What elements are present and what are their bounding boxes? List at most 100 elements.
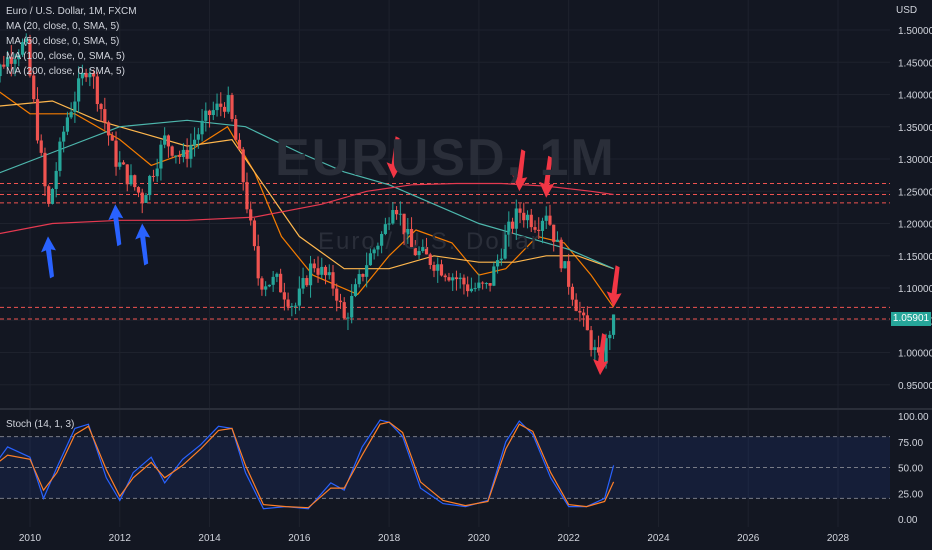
candle-body [237, 139, 242, 150]
candle-body [481, 282, 485, 284]
price-tick-label: 1.50000 [898, 26, 932, 37]
candle-body [267, 284, 272, 287]
candle-body [391, 209, 395, 224]
candle-body [372, 249, 376, 254]
candle-body [331, 272, 335, 289]
candle-body [151, 175, 156, 177]
stoch-legend[interactable]: Stoch (14, 1, 3) [6, 419, 75, 430]
candle-body [604, 338, 608, 364]
candle-body [58, 141, 62, 171]
candle-body [189, 145, 193, 159]
annotation-arrow-blue [135, 223, 151, 266]
annotation-arrow-blue [108, 204, 124, 247]
candle-body [114, 140, 118, 167]
candle-body [275, 273, 279, 277]
candle-body [264, 286, 268, 290]
candle-body [54, 170, 58, 189]
candle-body [387, 223, 391, 225]
candle-body [525, 214, 530, 221]
candle-body [567, 261, 571, 287]
candle-body [462, 277, 466, 285]
candle-body [365, 265, 369, 277]
candle-body [368, 253, 373, 266]
candle-body [552, 224, 556, 242]
candle-body [376, 245, 380, 250]
ma100-legend[interactable]: MA (100, close, 0, SMA, 5) [6, 51, 125, 62]
candle-body [417, 251, 421, 256]
ma20-legend[interactable]: MA (20, close, 0, SMA, 5) [6, 21, 120, 32]
ma50-legend[interactable]: MA (50, close, 0, SMA, 5) [6, 36, 120, 47]
candle-body [215, 103, 219, 111]
ma200-legend[interactable]: MA (200, close, 0, SMA, 5) [6, 66, 125, 77]
candle-body [312, 263, 316, 269]
candle-body [62, 131, 66, 142]
stoch-axis[interactable]: 100.00 75.00 50.00 25.00 0.00 [898, 412, 929, 526]
candle-body [323, 266, 328, 276]
watermark-subtitle: Euro / U.S. Dollar [318, 228, 541, 255]
candle-body [0, 64, 2, 77]
candle-body [608, 334, 612, 339]
candle-body [2, 64, 6, 67]
ma-line-2 [0, 119, 614, 270]
candle-body [540, 220, 545, 231]
time-tick-label: 2026 [737, 533, 760, 544]
candle-body [39, 140, 43, 153]
candle-body [50, 188, 55, 204]
candle-body [582, 312, 586, 316]
time-axis[interactable]: 2010 2012 2014 2016 2018 2020 2022 2024 2026 2028 [19, 533, 850, 544]
stoch-tick-label: 25.00 [898, 489, 923, 500]
candle-body [20, 42, 25, 55]
candle-body [353, 284, 358, 296]
candle-body [589, 330, 593, 350]
candle-body [507, 221, 511, 235]
stoch-band [0, 436, 890, 499]
candle-body [196, 134, 200, 140]
time-tick-label: 2010 [19, 533, 42, 544]
candle-body [357, 274, 361, 285]
candle-body [533, 227, 537, 230]
candle-body [148, 175, 152, 196]
candle-body [555, 239, 560, 242]
stoch-tick-label: 50.00 [898, 464, 923, 475]
candle-body [522, 212, 526, 221]
candle-body [518, 208, 522, 213]
candle-body [282, 292, 286, 300]
candle-body [510, 221, 515, 229]
candle-body [342, 302, 346, 319]
candle-body [47, 186, 51, 204]
candle-body [297, 288, 301, 306]
candle-body [301, 278, 305, 289]
candle-body [477, 282, 481, 289]
candle-body [451, 277, 455, 281]
candle-body [570, 286, 575, 300]
candle-body [338, 300, 343, 303]
candle-body [17, 54, 21, 60]
candle-body [473, 288, 477, 290]
candle-body [28, 39, 32, 76]
candle-body [611, 314, 616, 335]
candle-body [578, 310, 582, 313]
candle-body [548, 215, 552, 225]
candle-body [503, 234, 507, 259]
candle-body [293, 305, 298, 307]
price-tick-label: 1.25000 [898, 187, 932, 198]
candle-body [80, 72, 84, 79]
candle-body [458, 277, 462, 280]
candle-body [432, 264, 436, 271]
annotation-arrow-red [539, 155, 555, 198]
symbol-title[interactable]: Euro / U.S. Dollar, 1M, FXCM [6, 6, 137, 17]
price-tick-label: 1.40000 [898, 91, 932, 102]
candle-body [492, 266, 496, 286]
annotation-arrow-red [606, 265, 622, 308]
candle-body [361, 274, 365, 277]
annotation-arrow-blue [41, 236, 56, 279]
candle-body [529, 214, 533, 228]
candle-body [335, 288, 339, 301]
candle-body [136, 187, 141, 193]
candle-body [204, 110, 208, 121]
candle-body [73, 101, 77, 112]
candle-body [174, 155, 178, 157]
chart-legend[interactable]: Euro / U.S. Dollar, 1M, FXCM MA (20, clo… [6, 4, 137, 79]
